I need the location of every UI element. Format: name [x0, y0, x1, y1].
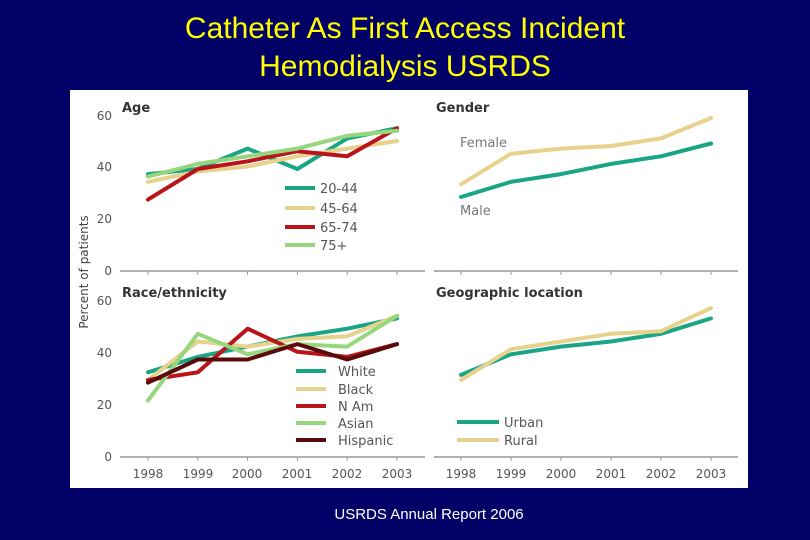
legend-label-white: White: [338, 365, 376, 380]
x-tick-right-2003: 2003: [696, 467, 727, 481]
chart-figure: Percent of patients Age Gender Race/ethn…: [70, 90, 748, 488]
panel-title-gender: Gender: [436, 101, 490, 116]
x-tick-left-2000: 2000: [232, 467, 263, 481]
slide-title: Catheter As First Access Incident Hemodi…: [0, 10, 810, 86]
legend-label-urban: Urban: [504, 416, 543, 431]
age-series-line-65-74: [146, 126, 399, 202]
race-series-line-hispanic: [146, 342, 399, 385]
legend-label-n-am: N Am: [338, 400, 373, 415]
legend-label-asian: Asian: [338, 417, 373, 432]
x-tick-left-1999: 1999: [183, 467, 214, 481]
title-line-2: Hemodialysis USRDS: [259, 50, 551, 83]
title-line-1: Catheter As First Access Incident: [184, 12, 626, 45]
x-tick-left-2003: 2003: [382, 467, 413, 481]
legend-label-75-plus: 75+: [320, 239, 347, 254]
legend-label-20-44: 20-44: [320, 182, 358, 197]
race-series-line-n-am: [146, 326, 399, 382]
race-series-line-asian: [146, 313, 399, 403]
panel-title-age: Age: [122, 101, 150, 116]
x-tick-right-2001: 2001: [596, 467, 627, 481]
y-tick-bottom-0: 0: [104, 450, 112, 464]
label-female: Female: [460, 136, 507, 151]
x-tick-right-1999: 1999: [496, 467, 527, 481]
x-tick-left-1998: 1998: [133, 467, 164, 481]
x-tick-right-2002: 2002: [646, 467, 677, 481]
gender-series-line-female: [459, 116, 713, 187]
x-tick-left-2002: 2002: [332, 467, 363, 481]
y-tick-top-20: 20: [97, 212, 112, 226]
y-tick-top-0: 0: [104, 264, 112, 278]
y-tick-bottom-60: 60: [97, 294, 112, 308]
y-tick-bottom-20: 20: [97, 398, 112, 412]
gender-series-line-male: [459, 141, 713, 199]
chart-svg: Percent of patients Age Gender Race/ethn…: [77, 101, 738, 481]
label-male: Male: [460, 204, 491, 219]
y-axis-label: Percent of patients: [77, 215, 91, 328]
age-series-line-75-plus: [146, 128, 399, 179]
panel-title-geo: Geographic location: [436, 286, 583, 301]
x-tick-right-1998: 1998: [446, 467, 477, 481]
legend-label-65-74: 65-74: [320, 221, 358, 236]
y-tick-bottom-40: 40: [97, 346, 112, 360]
legend-label-hispanic: Hispanic: [338, 434, 393, 449]
x-tick-right-2000: 2000: [546, 467, 577, 481]
slide-footer: USRDS Annual Report 2006: [334, 506, 524, 523]
geo-series-line-urban: [459, 316, 713, 377]
y-tick-top-60: 60: [97, 109, 112, 123]
geo-series-line-rural: [459, 306, 713, 382]
x-tick-left-2001: 2001: [282, 467, 313, 481]
y-tick-top-40: 40: [97, 160, 112, 174]
legend-label-45-64: 45-64: [320, 202, 358, 217]
legend-label-rural: Rural: [504, 434, 538, 449]
panel-title-race: Race/ethnicity: [122, 286, 227, 301]
legend-label-black: Black: [338, 383, 374, 398]
